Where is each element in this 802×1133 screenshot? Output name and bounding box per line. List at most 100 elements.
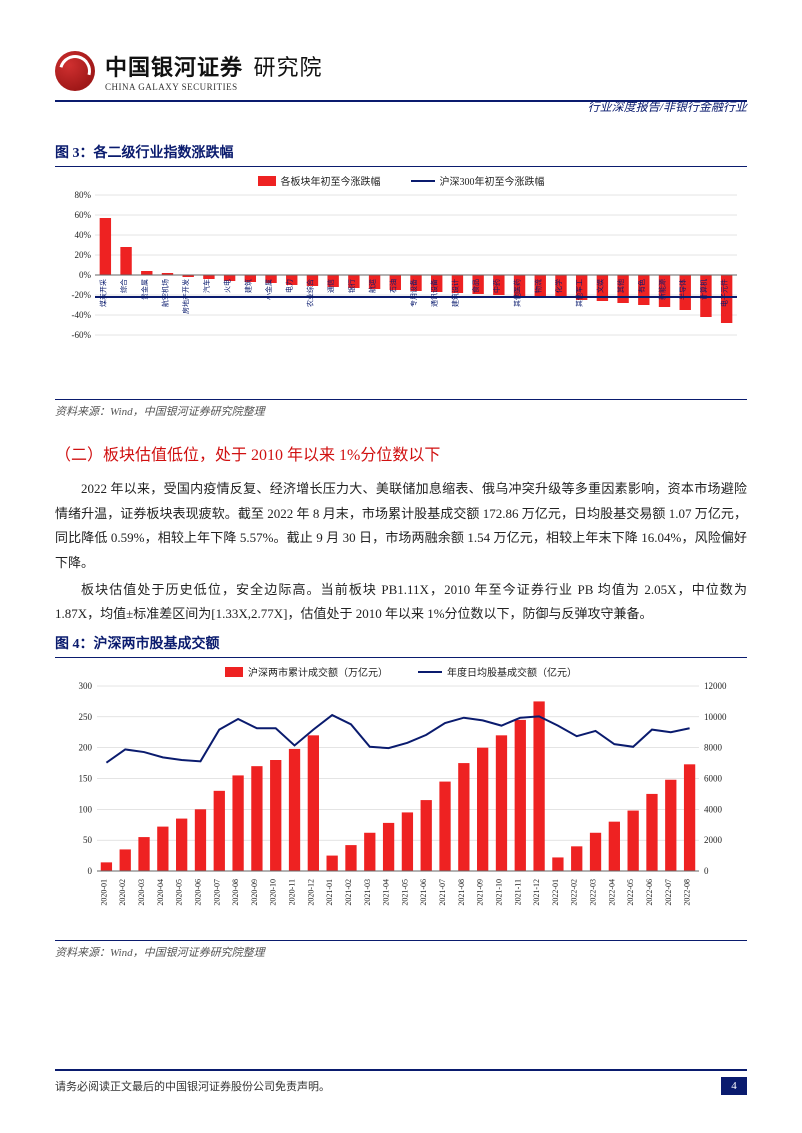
legend-line-label: 年度日均股基成交额（亿元） (447, 664, 577, 679)
section2-p2: 板块估值处于历史低位，安全边际高。当前板块 PB1.11X，2010 年至今证券… (55, 578, 747, 627)
figure3-legend-line: 沪深300年初至今涨跌幅 (411, 173, 545, 188)
svg-text:银行: 银行 (347, 279, 356, 293)
svg-text:2020-01: 2020-01 (99, 879, 108, 906)
svg-text:2022-02: 2022-02 (570, 879, 579, 906)
svg-text:建筑: 建筑 (243, 279, 252, 293)
svg-text:其他: 其他 (616, 279, 625, 293)
svg-text:2021-11: 2021-11 (513, 879, 522, 905)
svg-text:其他军工: 其他军工 (575, 279, 584, 307)
svg-text:300: 300 (79, 681, 93, 691)
svg-text:电力: 电力 (285, 279, 294, 293)
svg-text:150: 150 (79, 774, 93, 784)
svg-text:-40%: -40% (72, 310, 92, 320)
brand-name-en: CHINA GALAXY SECURITIES (105, 82, 323, 92)
page-header: 中国银河证券 研究院 CHINA GALAXY SECURITIES (55, 50, 747, 92)
svg-text:8000: 8000 (704, 743, 723, 753)
svg-text:2020-12: 2020-12 (306, 879, 315, 906)
brand-block: 中国银河证券 研究院 CHINA GALAXY SECURITIES (105, 50, 323, 92)
svg-text:2020-02: 2020-02 (118, 879, 127, 906)
svg-text:2020-03: 2020-03 (137, 879, 146, 906)
section2-p1: 2022 年以来，受国内疫情反复、经济增长压力大、美联储加息缩表、俄乌冲突升级等… (55, 477, 747, 576)
svg-text:2021-06: 2021-06 (419, 879, 428, 906)
figure4-title: 图 4：沪深两市股基成交额 (55, 633, 747, 653)
svg-text:2022-05: 2022-05 (626, 879, 635, 906)
svg-text:6000: 6000 (704, 774, 723, 784)
svg-text:文娱: 文娱 (595, 279, 604, 293)
svg-text:2021-02: 2021-02 (344, 879, 353, 906)
svg-text:建筑设计: 建筑设计 (450, 279, 459, 307)
figure4-legend: 沪深两市累计成交额（万亿元） 年度日均股基成交额（亿元） (55, 664, 747, 679)
legend-bar-swatch-icon (258, 176, 276, 186)
legend-bar-label: 各板块年初至今涨跌幅 (281, 173, 381, 188)
svg-text:2020-10: 2020-10 (269, 879, 278, 906)
svg-text:农业综合: 农业综合 (305, 279, 314, 307)
svg-text:有色: 有色 (637, 279, 646, 293)
svg-text:其他医药: 其他医药 (513, 279, 522, 307)
svg-text:2020-08: 2020-08 (231, 879, 240, 906)
svg-text:2021-09: 2021-09 (476, 879, 485, 906)
figure4-source: 资料来源：Wind，中国银河证券研究院整理 (55, 940, 747, 960)
svg-text:2021-07: 2021-07 (438, 879, 447, 906)
svg-text:2021-03: 2021-03 (363, 879, 372, 906)
svg-text:2021-05: 2021-05 (400, 879, 409, 906)
figure4-title-rule (55, 657, 747, 658)
svg-text:航运: 航运 (368, 279, 377, 293)
svg-text:250: 250 (79, 712, 93, 722)
svg-text:0: 0 (88, 866, 93, 876)
svg-text:0: 0 (704, 866, 709, 876)
legend-line-swatch-icon (418, 671, 442, 673)
figure3-chart: -60%-40%-20%0%20%40%60%80%煤炭开采综合贵金属航空机场房… (55, 190, 747, 390)
svg-text:4000: 4000 (704, 804, 723, 814)
svg-text:通信: 通信 (326, 279, 335, 293)
svg-text:0%: 0% (79, 270, 92, 280)
svg-text:汽车: 汽车 (202, 279, 211, 293)
svg-text:2020-09: 2020-09 (250, 879, 259, 906)
svg-text:-20%: -20% (72, 290, 92, 300)
figure3-legend-bar: 各板块年初至今涨跌幅 (258, 173, 381, 188)
galaxy-logo-icon (55, 51, 95, 91)
svg-text:2022-07: 2022-07 (664, 879, 673, 906)
svg-text:电子元件: 电子元件 (720, 279, 729, 307)
legend-line-swatch-icon (411, 180, 435, 182)
figure4-chart: 0050200010040001506000200800025010000300… (55, 681, 747, 931)
svg-text:2022-04: 2022-04 (607, 879, 616, 906)
svg-text:航空机场: 航空机场 (160, 279, 169, 307)
svg-text:火电: 火电 (223, 279, 232, 293)
page-number: 4 (721, 1077, 747, 1095)
svg-text:专用设备: 专用设备 (409, 279, 418, 307)
svg-text:-60%: -60% (72, 330, 92, 340)
svg-text:2020-04: 2020-04 (156, 879, 165, 906)
svg-text:化学: 化学 (554, 279, 563, 293)
svg-text:200: 200 (79, 743, 93, 753)
svg-text:物流: 物流 (533, 279, 542, 293)
svg-text:中药: 中药 (492, 279, 501, 293)
legend-bar-swatch-icon (225, 667, 243, 677)
svg-text:20%: 20% (75, 250, 92, 260)
brand-institute: 研究院 (254, 55, 323, 80)
svg-text:80%: 80% (75, 190, 92, 200)
svg-text:食品: 食品 (471, 279, 480, 293)
figure3-legend: 各板块年初至今涨跌幅 沪深300年初至今涨跌幅 (55, 173, 747, 188)
legend-line-label: 沪深300年初至今涨跌幅 (440, 173, 545, 188)
legend-bar-label: 沪深两市累计成交额（万亿元） (248, 664, 388, 679)
svg-text:2021-10: 2021-10 (494, 879, 503, 906)
svg-text:通讯设备: 通讯设备 (430, 279, 439, 307)
svg-text:2022-01: 2022-01 (551, 879, 560, 906)
svg-text:100: 100 (79, 804, 93, 814)
svg-text:10000: 10000 (704, 712, 727, 722)
svg-text:综合: 综合 (119, 279, 128, 293)
brand-name-cn: 中国银河证券 研究院 (105, 50, 323, 82)
footer-disclaimer: 请务必阅读正文最后的中国银河证券股份公司免责声明。 (55, 1078, 330, 1094)
doc-category: 行业深度报告/非银行金融行业 (588, 98, 747, 115)
svg-text:石油: 石油 (388, 279, 397, 293)
svg-text:2021-12: 2021-12 (532, 879, 541, 906)
svg-text:2021-08: 2021-08 (457, 879, 466, 906)
svg-text:2022-08: 2022-08 (683, 879, 692, 906)
svg-text:2020-06: 2020-06 (193, 879, 202, 906)
svg-text:2020-07: 2020-07 (212, 879, 221, 906)
svg-text:煤炭开采: 煤炭开采 (98, 279, 107, 307)
figure3-title: 图 3：各二级行业指数涨跌幅 (55, 142, 747, 162)
svg-text:2021-04: 2021-04 (382, 879, 391, 906)
svg-text:2000: 2000 (704, 835, 723, 845)
svg-text:2022-06: 2022-06 (645, 879, 654, 906)
